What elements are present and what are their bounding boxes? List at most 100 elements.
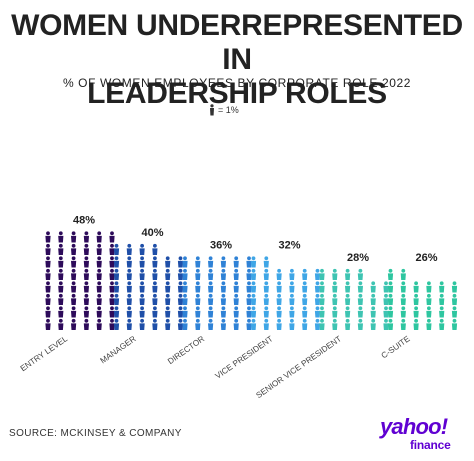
value-label: 26%	[416, 252, 438, 264]
person-mark	[451, 318, 458, 330]
person-mark	[58, 281, 64, 293]
person-mark	[208, 293, 214, 305]
person-mark	[276, 281, 282, 293]
person-mark	[314, 268, 321, 280]
person-mark	[152, 318, 158, 330]
person-mark	[126, 281, 132, 293]
person-mark	[426, 293, 432, 305]
person-mark	[319, 318, 325, 330]
person-mark	[96, 268, 102, 280]
person-mark	[302, 306, 308, 318]
person-mark	[345, 293, 351, 305]
person-mark	[83, 231, 89, 243]
person-mark	[263, 268, 269, 280]
person-mark	[314, 306, 321, 318]
person-mark	[182, 281, 188, 293]
legend: = 1%	[209, 104, 239, 116]
person-mark	[71, 306, 77, 318]
person-mark	[289, 318, 295, 330]
person-mark	[314, 293, 321, 305]
person-mark	[83, 256, 89, 268]
person-mark	[263, 318, 269, 330]
person-mark	[276, 293, 282, 305]
person-mark	[177, 318, 184, 330]
person-mark	[383, 293, 389, 305]
person-mark	[177, 268, 184, 280]
bar-group: 26% C-SUITE	[380, 252, 458, 360]
person-mark	[383, 318, 389, 330]
person-mark	[289, 306, 295, 318]
person-mark	[413, 306, 419, 318]
person-mark	[45, 318, 51, 330]
person-mark	[139, 281, 145, 293]
value-label: 32%	[279, 239, 301, 251]
person-mark	[182, 293, 188, 305]
person-mark	[233, 268, 239, 280]
value-label: 36%	[210, 239, 232, 251]
person-mark	[113, 281, 120, 293]
person-mark	[345, 306, 351, 318]
person-mark	[195, 318, 201, 330]
person-mark	[71, 256, 77, 268]
person-mark	[289, 293, 295, 305]
person-mark	[96, 231, 102, 243]
person-mark	[233, 256, 239, 268]
person-mark	[332, 306, 338, 318]
person-mark	[165, 306, 171, 318]
person-mark	[387, 306, 394, 318]
person-mark	[319, 293, 325, 305]
person-mark	[400, 306, 406, 318]
person-mark	[220, 268, 226, 280]
person-mark	[263, 306, 269, 318]
person-mark	[413, 318, 419, 330]
title-line-2: LEADERSHIP ROLES	[87, 77, 387, 110]
person-mark	[152, 256, 158, 268]
person-mark	[71, 318, 77, 330]
person-mark	[126, 243, 132, 255]
person-mark	[319, 281, 325, 293]
person-mark	[370, 318, 376, 330]
category-label: MANAGER	[99, 334, 138, 365]
person-mark	[246, 306, 252, 318]
person-mark	[165, 268, 171, 280]
person-mark	[58, 243, 64, 255]
person-mark	[71, 243, 77, 255]
person-mark	[314, 281, 321, 293]
person-mark	[250, 293, 257, 305]
person-mark	[250, 318, 257, 330]
person-mark	[439, 306, 445, 318]
person-mark	[152, 243, 158, 255]
person-mark	[357, 306, 363, 318]
person-mark	[302, 293, 308, 305]
person-mark	[126, 256, 132, 268]
person-mark	[109, 243, 115, 255]
person-mark	[413, 293, 419, 305]
person-mark	[71, 281, 77, 293]
person-mark	[426, 306, 432, 318]
person-mark	[83, 243, 89, 255]
person-mark	[195, 268, 201, 280]
person-mark	[83, 306, 89, 318]
person-mark	[302, 268, 308, 280]
person-mark	[177, 256, 184, 268]
person-mark	[45, 256, 51, 268]
person-mark	[332, 318, 338, 330]
person-mark	[387, 318, 394, 330]
person-mark	[165, 256, 171, 268]
value-label: 48%	[73, 214, 95, 226]
category-label: ENTRY LEVEL	[19, 334, 70, 373]
person-mark	[139, 256, 145, 268]
person-mark	[139, 318, 145, 330]
person-mark	[96, 318, 102, 330]
person-mark	[276, 268, 282, 280]
person-mark	[182, 256, 188, 268]
person-mark	[220, 318, 226, 330]
person-mark	[83, 281, 89, 293]
person-mark	[71, 293, 77, 305]
person-mark	[152, 268, 158, 280]
person-mark	[195, 293, 201, 305]
person-mark	[109, 281, 115, 293]
person-mark	[345, 318, 351, 330]
person-mark	[451, 306, 458, 318]
person-mark	[182, 306, 188, 318]
